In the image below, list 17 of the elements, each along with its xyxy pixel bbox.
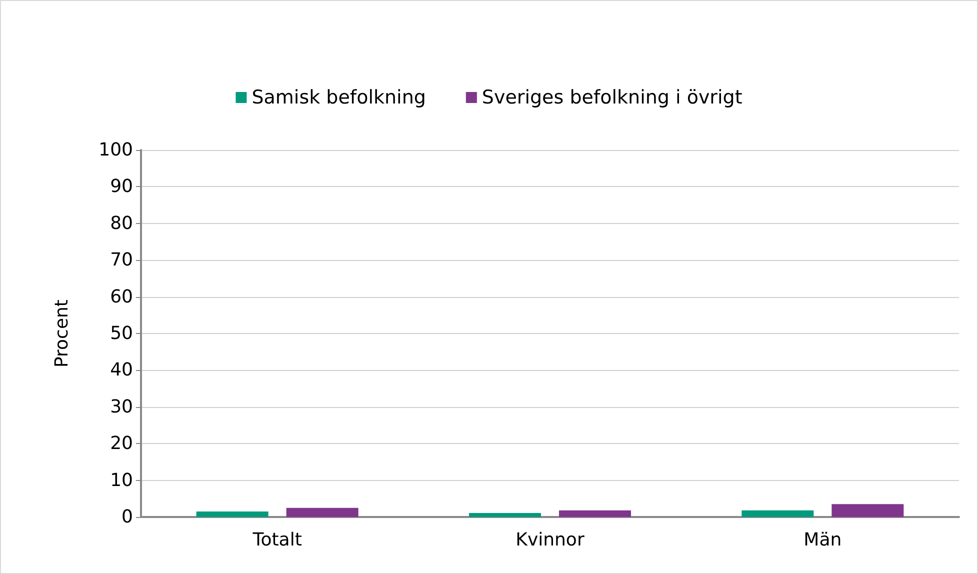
y-tick-label: 100 <box>98 140 133 160</box>
x-tick-label: Totalt <box>252 530 302 550</box>
y-axis-title: Procent <box>52 300 72 368</box>
y-tick-label: 80 <box>110 212 133 234</box>
y-tick-label: 70 <box>110 250 133 271</box>
y-tick-label: 60 <box>110 286 133 308</box>
legend-label: Sveriges befolkning i övrigt <box>482 86 742 108</box>
y-tick-label: 30 <box>110 396 133 418</box>
y-tick-label: 40 <box>110 360 133 381</box>
x-tick-label: Kvinnor <box>516 530 585 550</box>
y-tick-label: 90 <box>110 176 133 198</box>
y-tick-label: 50 <box>110 323 133 344</box>
x-tick-label: Män <box>804 530 842 550</box>
y-tick-label: 0 <box>122 506 133 528</box>
y-tick-label: 20 <box>110 433 133 454</box>
y-tick-label: 10 <box>110 470 133 491</box>
legend-label: Samisk befolkning <box>252 86 426 108</box>
